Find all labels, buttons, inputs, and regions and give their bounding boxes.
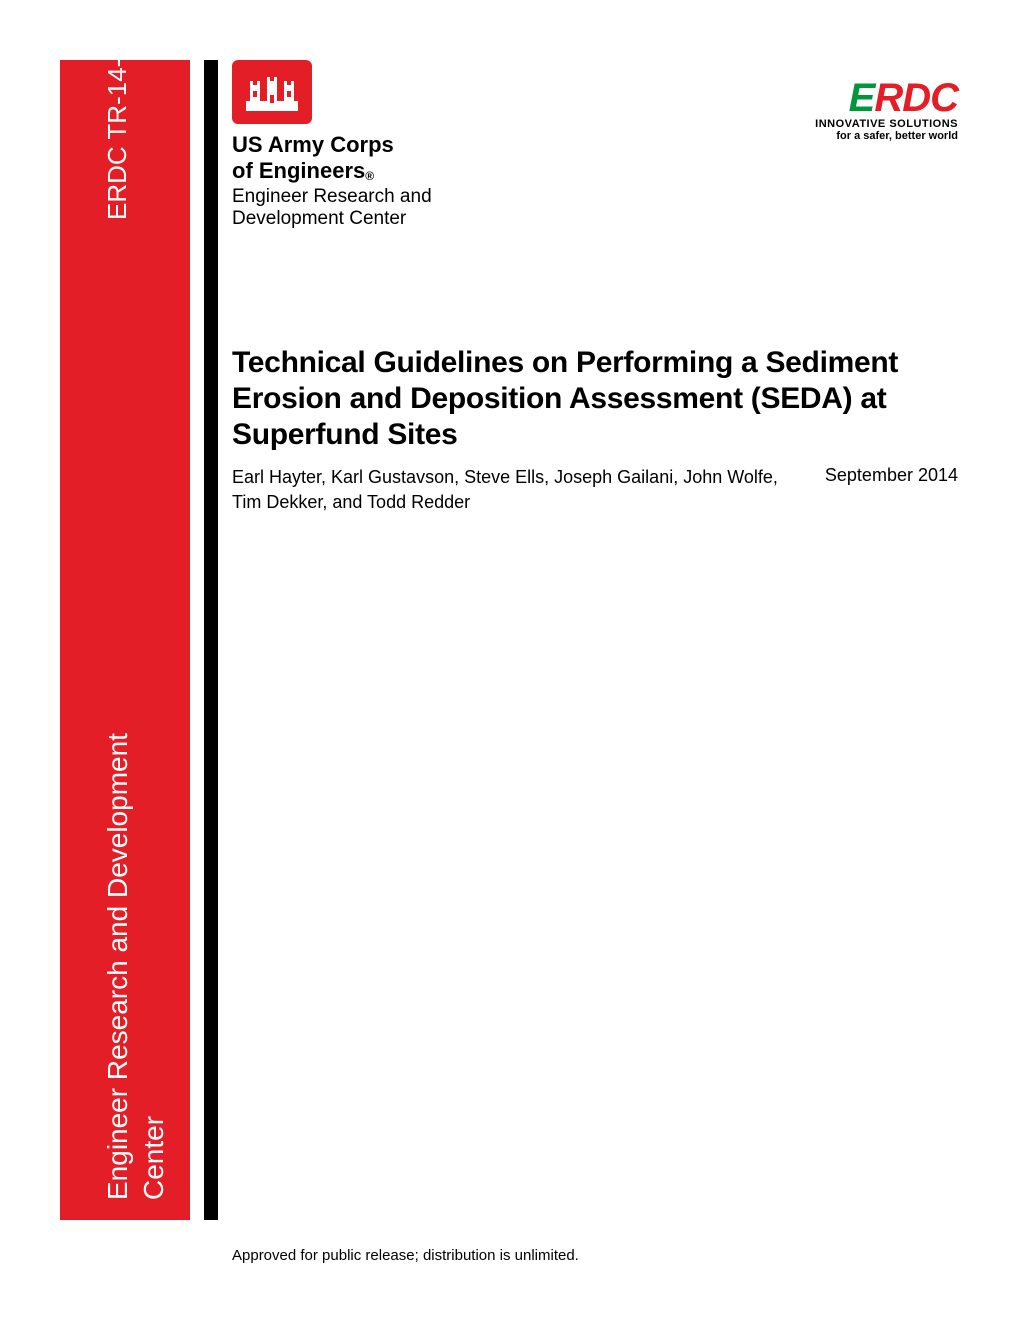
publication-date: September 2014 <box>825 465 958 486</box>
castle-icon <box>244 71 300 113</box>
erdc-logo-block: ERDC INNOVATIVE SOLUTIONS for a safer, b… <box>815 80 958 142</box>
erdc-tagline-2: for a safer, better world <box>815 130 958 142</box>
report-title: Technical Guidelines on Performing a Sed… <box>232 345 958 453</box>
usace-line1: US Army Corps <box>232 132 432 158</box>
meta-row: Earl Hayter, Karl Gustavson, Steve Ells,… <box>232 465 958 515</box>
authors: Earl Hayter, Karl Gustavson, Steve Ells,… <box>232 465 825 515</box>
report-cover-page: ERDC TR-14-9 Engineer Research and Devel… <box>0 0 1020 1320</box>
usace-castle-logo <box>232 60 312 124</box>
usace-text-block: US Army Corps of Engineers® Engineer Res… <box>232 132 432 230</box>
distribution-statement: Approved for public release; distributio… <box>232 1247 579 1264</box>
black-divider-band <box>204 60 218 1220</box>
usace-line2: of Engineers® <box>232 158 432 184</box>
org-name-line2: Center <box>136 733 172 1200</box>
org-name-vertical: Engineer Research and Development Center <box>100 733 173 1200</box>
usace-line4: Development Center <box>232 208 432 230</box>
erdc-wordmark: ERDC <box>815 80 958 116</box>
usace-line3: Engineer Research and <box>232 186 432 208</box>
report-id: ERDC TR-14-9 <box>102 44 133 220</box>
org-name-line1: Engineer Research and Development <box>102 733 133 1200</box>
erdc-tagline-1: INNOVATIVE SOLUTIONS <box>815 118 958 130</box>
